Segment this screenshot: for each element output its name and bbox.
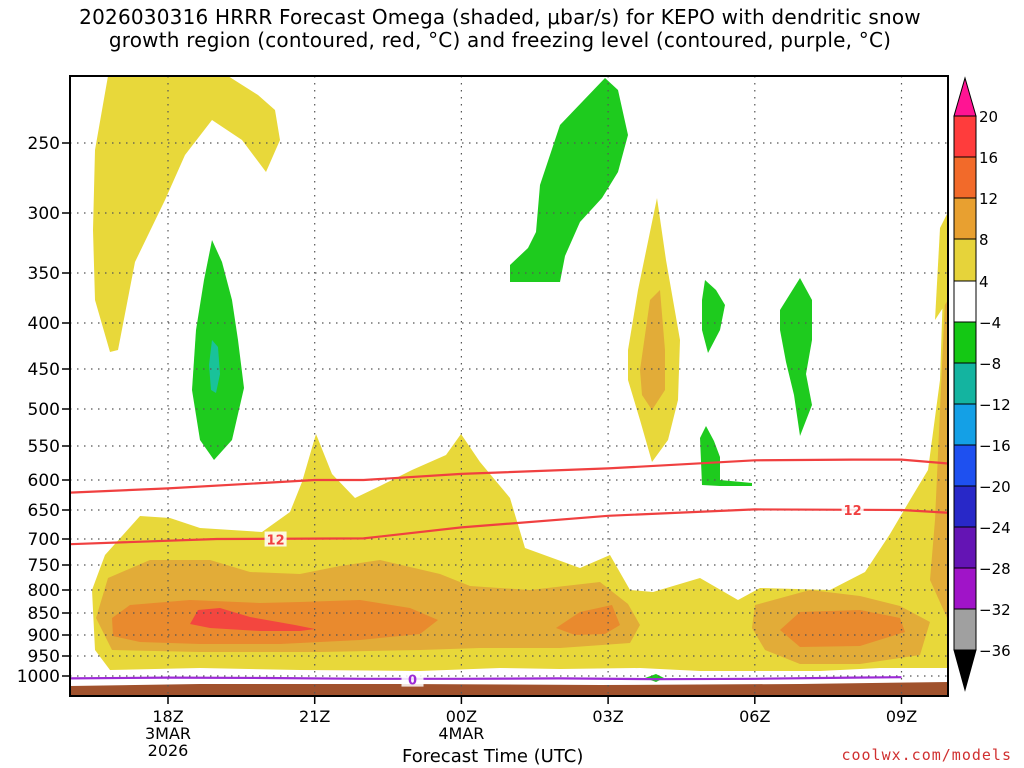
x-tick-date-00Z: 4MAR	[438, 724, 484, 743]
y-tick-label-700: 700	[28, 530, 60, 550]
colorbar-box-7	[953, 403, 977, 446]
x-tick-year-18Z: 2026	[148, 741, 189, 760]
contour-label-bg-1	[841, 502, 864, 517]
colorbar-box-1	[953, 156, 977, 199]
colorbar-box-6	[953, 362, 977, 405]
omega-light-orange-right-column	[930, 290, 948, 620]
omega-orange-right	[780, 610, 905, 647]
y-tick-label-550: 550	[28, 437, 60, 457]
x-tick-label-09Z: 09Z	[886, 707, 917, 726]
y-tick-label-600: 600	[28, 471, 60, 491]
omega-orange-03z	[556, 605, 620, 635]
y-tick-label-800: 800	[28, 581, 60, 601]
omega-teal-18z	[209, 340, 220, 393]
omega-green-upper	[510, 78, 628, 282]
colorbar-label-9: −20	[979, 478, 1011, 496]
colorbar-box-0	[953, 115, 977, 158]
y-tick-label-1000: 1000	[17, 667, 60, 687]
contour-label-1: 12	[844, 504, 862, 519]
colorbar-box-10	[953, 526, 977, 569]
colorbar-label-10: −24	[979, 519, 1011, 537]
colorbar-box-9	[953, 485, 977, 528]
colorbar-top-arrow	[953, 76, 977, 117]
omega-green-05z-low	[700, 426, 752, 486]
omega-red-core	[190, 608, 315, 631]
omega-colorbar: 20 16 12 8 4 −4 −8 −12 −16 −20 −24 −28 −32 −36	[953, 76, 1011, 692]
colorbar-label-3: 8	[979, 231, 989, 249]
x-tick-date-18Z: 3MAR	[145, 724, 191, 743]
contour-label-bg-0	[264, 531, 287, 547]
plot-frame	[69, 75, 949, 697]
y-tick-label-400: 400	[28, 314, 60, 334]
colorbar-box-5	[953, 321, 977, 364]
colorbar-label-13: −36	[979, 642, 1011, 660]
colorbar-label-12: −32	[979, 601, 1011, 619]
x-tick-label-03Z: 03Z	[592, 707, 623, 726]
omega-green-07z	[780, 278, 812, 436]
colorbar-label-4: 4	[979, 273, 989, 291]
omega-yellow-low-level	[92, 215, 948, 671]
omega-green-05z	[702, 280, 725, 353]
x-axis-title: Forecast Time (UTC)	[402, 746, 584, 767]
credit-text: coolwx.com/models	[841, 746, 1012, 764]
y-tick-label-850: 850	[28, 604, 60, 624]
colorbar-bottom-arrow	[953, 649, 977, 692]
colorbar-label-5: −4	[979, 314, 1001, 332]
colorbar-box-11	[953, 567, 977, 610]
title-line-1: 2026030316 HRRR Forecast Omega (shaded, …	[79, 5, 921, 29]
omega-light-orange-mid-column	[640, 290, 665, 410]
x-tick-label-18Z: 18Z	[152, 707, 183, 726]
y-axis: 2503003504004505005506006507007508008509…	[17, 134, 70, 687]
y-tick-label-350: 350	[28, 264, 60, 284]
colorbar-label-1: 16	[979, 149, 998, 167]
omega-yellow-upper-left	[93, 76, 280, 352]
colorbar-box-3	[953, 238, 977, 282]
contour-label-0: 12	[267, 534, 285, 549]
colorbar-box-4	[953, 280, 977, 323]
omega-shading	[70, 76, 948, 696]
colorbar-label-0: 20	[979, 108, 998, 126]
x-tick-label-21Z: 21Z	[299, 707, 330, 726]
colorbar-label-8: −16	[979, 437, 1011, 455]
contour-line-red-0	[70, 458, 948, 494]
temperature-contours: 12 12 0	[70, 458, 948, 689]
colorbar-label-2: 12	[979, 190, 998, 208]
x-tick-label-00Z: 00Z	[446, 707, 477, 726]
terrain-ground	[70, 682, 948, 696]
title-line-2: growth region (contoured, red, °C) and f…	[108, 28, 892, 52]
contour-label-2: 0	[408, 674, 417, 689]
colorbar-box-12	[953, 608, 977, 651]
colorbar-label-11: −28	[979, 560, 1011, 578]
contour-label-bg-2	[401, 671, 424, 687]
omega-green-low-blip	[645, 674, 664, 682]
y-tick-label-250: 250	[28, 134, 60, 154]
colorbar-label-7: −12	[979, 396, 1011, 414]
y-tick-label-750: 750	[28, 556, 60, 576]
colorbar-box-8	[953, 444, 977, 487]
omega-yellow-right-edge	[935, 212, 948, 320]
y-tick-label-300: 300	[28, 204, 60, 224]
chart-title: 2026030316 HRRR Forecast Omega (shaded, …	[0, 6, 1000, 52]
y-tick-label-650: 650	[28, 501, 60, 521]
y-tick-label-450: 450	[28, 360, 60, 380]
contour-line-purple-2	[70, 676, 902, 681]
y-tick-label-900: 900	[28, 626, 60, 646]
colorbar-box-2	[953, 197, 977, 240]
x-tick-label-06Z: 06Z	[739, 707, 770, 726]
colorbar-label-6: −8	[979, 355, 1001, 373]
y-tick-label-950: 950	[28, 647, 60, 667]
y-tick-label-500: 500	[28, 400, 60, 420]
